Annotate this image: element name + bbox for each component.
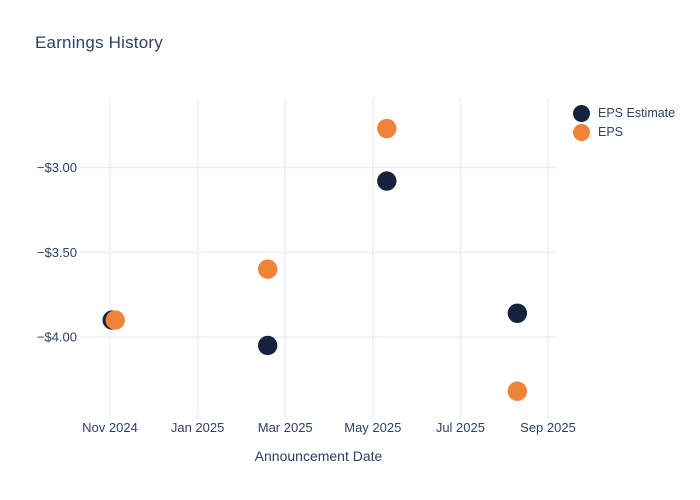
- x-tick-label: Sep 2025: [520, 420, 576, 435]
- x-tick-label: Jan 2025: [171, 420, 225, 435]
- x-axis-title: Announcement Date: [255, 448, 383, 464]
- legend-item-eps-estimate[interactable]: EPS Estimate: [573, 104, 675, 122]
- eps-marker-icon: [573, 123, 590, 141]
- eps-estimate-point[interactable]: [377, 171, 397, 191]
- y-tick-label: −$3.00: [37, 160, 77, 175]
- y-tick-label: −$3.50: [37, 245, 77, 260]
- legend-label-eps: EPS: [598, 125, 624, 139]
- legend-item-eps[interactable]: EPS: [573, 123, 675, 141]
- eps-point[interactable]: [257, 259, 278, 279]
- eps-estimate-point[interactable]: [507, 303, 528, 323]
- y-tick-label: −$4.00: [37, 330, 77, 345]
- eps-estimate-point[interactable]: [257, 335, 278, 356]
- eps-point[interactable]: [105, 310, 125, 330]
- eps-estimate-marker-icon: [573, 104, 590, 122]
- x-tick-label: May 2025: [344, 420, 401, 435]
- eps-point[interactable]: [377, 118, 397, 139]
- x-tick-label: Nov 2024: [82, 420, 138, 435]
- x-tick-label: Mar 2025: [258, 420, 313, 435]
- chart-legend: EPS Estimate EPS: [573, 104, 675, 141]
- legend-label-eps-estimate: EPS Estimate: [598, 106, 676, 120]
- x-tick-label: Jul 2025: [436, 420, 485, 435]
- chart-title: Earnings History: [35, 33, 163, 52]
- eps-point[interactable]: [507, 381, 528, 401]
